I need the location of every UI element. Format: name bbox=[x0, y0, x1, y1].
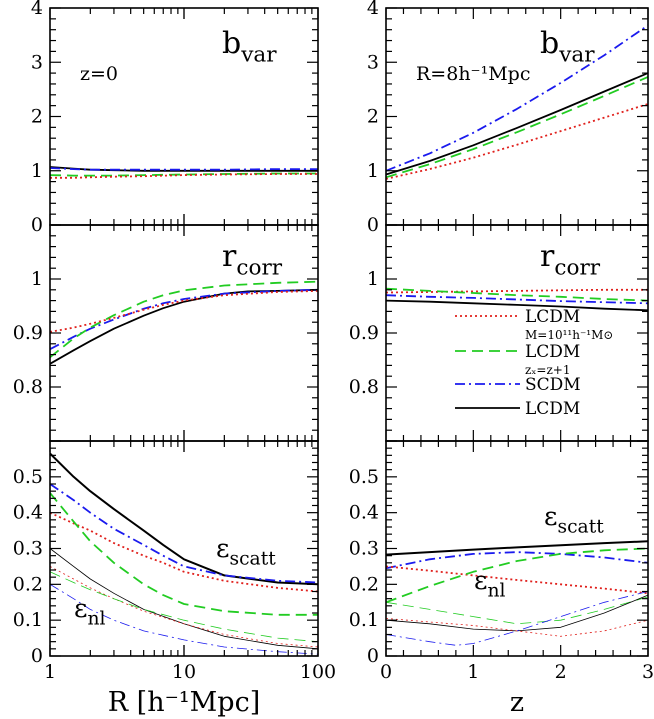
series-line-dashdot bbox=[385, 591, 649, 646]
series-line-solid bbox=[385, 72, 649, 176]
x-tick-label: 1 bbox=[467, 661, 479, 683]
y-tick-label: 0.4 bbox=[349, 502, 379, 524]
series-line-dashdot bbox=[49, 167, 318, 171]
series-line-dotted bbox=[385, 618, 649, 637]
x-tick-label: 1 bbox=[44, 661, 56, 683]
panel-annotation-enl: εnl bbox=[74, 594, 106, 629]
y-tick-label: 0 bbox=[31, 645, 43, 667]
legend-label: LCDM bbox=[525, 342, 580, 362]
series-line-dashed bbox=[385, 287, 649, 302]
panel-top-right: 0 1 2 3 4 bvar R=8h⁻¹Mpc bbox=[367, 0, 649, 236]
series-line-solid bbox=[49, 452, 319, 586]
y-tick-label: 0.8 bbox=[13, 376, 43, 398]
y-tick-label: 0.2 bbox=[13, 573, 43, 595]
legend-label: LCDM bbox=[525, 307, 580, 327]
y-tick-label: 0.2 bbox=[349, 573, 379, 595]
series-line-dashed bbox=[385, 76, 649, 179]
series-line-dashed bbox=[49, 492, 318, 616]
series-line-dotted bbox=[49, 290, 319, 333]
y-tick-label: 0 bbox=[367, 645, 379, 667]
panel-note: z=0 bbox=[80, 63, 118, 85]
y-tick-label: 0.8 bbox=[349, 376, 379, 398]
legend-label: SCDM bbox=[525, 375, 581, 395]
series-line-dashed bbox=[385, 596, 649, 625]
series-line-dashed bbox=[49, 280, 319, 359]
series-line-dashed bbox=[49, 172, 318, 177]
y-tick-label: 0.1 bbox=[349, 609, 379, 631]
panel-note: R=8h⁻¹Mpc bbox=[416, 63, 530, 85]
panel-annotation-bvar: bvar bbox=[222, 26, 277, 67]
x-tick-label: 100 bbox=[300, 661, 336, 683]
y-tick-label: 0.9 bbox=[13, 322, 43, 344]
y-tick-label: 0.3 bbox=[13, 538, 43, 560]
series-line-solid bbox=[49, 548, 319, 650]
series-line-solid bbox=[49, 288, 319, 365]
series-line-dotted bbox=[385, 103, 649, 180]
y-tick-label: 0 bbox=[31, 214, 43, 236]
panel-annotation-enl: εnl bbox=[474, 566, 506, 601]
y-tick-label: 1 bbox=[367, 268, 379, 290]
legend-sublabel: M=10¹¹h⁻¹M⊙ bbox=[525, 328, 613, 342]
y-tick-label: 4 bbox=[31, 0, 43, 19]
x-tick-label: 10 bbox=[172, 661, 196, 683]
series-line-solid bbox=[385, 299, 649, 312]
y-tick-label: 0.5 bbox=[349, 466, 379, 488]
x-axis-label: R [h⁻¹Mpc] bbox=[108, 687, 261, 718]
y-tick-label: 0.5 bbox=[13, 466, 43, 488]
series-line-dashdot bbox=[385, 294, 649, 305]
y-tick-label: 3 bbox=[31, 51, 43, 73]
series-line-dashdot bbox=[385, 24, 649, 172]
series-line-dashdot bbox=[385, 551, 649, 570]
x-tick-label: 3 bbox=[642, 661, 654, 683]
panel-annotation-escatt: εscatt bbox=[544, 502, 604, 537]
y-tick-label: 1 bbox=[367, 160, 379, 182]
panel-annotation-bvar: bvar bbox=[540, 26, 595, 67]
legend-sublabel: zₓ=z+1 bbox=[525, 363, 570, 377]
panel-annotation-escatt: εscatt bbox=[216, 534, 276, 569]
plot-frame bbox=[49, 7, 319, 226]
series-line-dashdot bbox=[49, 483, 319, 584]
y-tick-label: 0.3 bbox=[349, 538, 379, 560]
y-tick-label: 0 bbox=[367, 214, 379, 236]
panel-top-left: 0 1 2 3 4 bvar z=0 bbox=[31, 0, 319, 236]
series-line-dashed bbox=[385, 547, 649, 604]
y-tick-label: 1 bbox=[31, 268, 43, 290]
panel-middle-right: 0.8 0.9 1 rcorr bbox=[349, 224, 649, 442]
panel-middle-left: 0.8 0.9 1 rcorr bbox=[13, 224, 319, 442]
panel-annotation-rcorr: rcorr bbox=[222, 239, 283, 280]
y-tick-label: 1 bbox=[31, 160, 43, 182]
y-tick-label: 0.1 bbox=[13, 609, 43, 631]
series-line-dotted bbox=[385, 288, 648, 294]
legend-label: LCDM bbox=[525, 399, 580, 419]
x-tick-label: 0 bbox=[380, 661, 392, 683]
y-tick-label: 3 bbox=[367, 51, 379, 73]
y-tick-label: 2 bbox=[31, 106, 43, 128]
panel-bottom-right: 0 0.1 0.2 0.3 0.4 0.5 0 1 2 3 z εscatt εnl bbox=[349, 440, 654, 718]
y-tick-label: 0.4 bbox=[13, 502, 43, 524]
x-axis-label: z bbox=[510, 687, 524, 718]
y-tick-label: 4 bbox=[367, 0, 379, 19]
series-line-dotted bbox=[385, 565, 649, 595]
x-tick-label: 2 bbox=[555, 661, 567, 683]
y-tick-label: 2 bbox=[367, 106, 379, 128]
series-line-solid bbox=[385, 594, 649, 632]
series-line-dashdot bbox=[49, 583, 319, 655]
series-line-solid bbox=[385, 540, 649, 556]
panel-bottom-left: 0 0.1 0.2 0.3 0.4 0.5 1 10 100 R [h⁻¹Mpc] εscatt εn… bbox=[13, 440, 336, 718]
panel-annotation-rcorr: rcorr bbox=[540, 239, 601, 280]
y-tick-label: 0.9 bbox=[349, 322, 379, 344]
series-line-dotted bbox=[49, 511, 319, 593]
